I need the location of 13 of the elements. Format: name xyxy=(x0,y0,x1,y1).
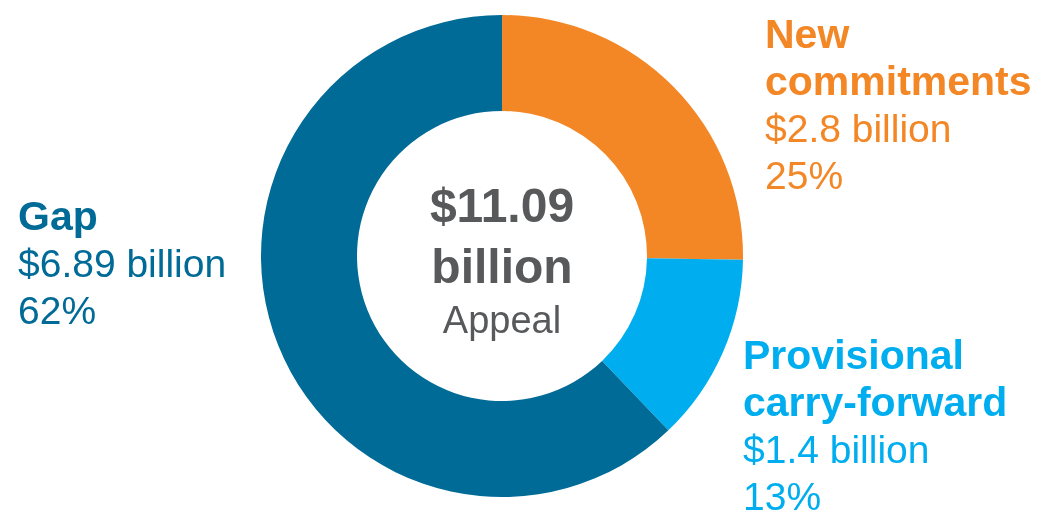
text: 13% xyxy=(743,475,822,515)
data-label: $6.89 billion xyxy=(18,242,227,285)
data-label: $2.8 billion xyxy=(765,107,952,150)
text: 25% xyxy=(765,154,844,197)
data-label: $1.4 billion xyxy=(743,428,930,471)
text: $11.09 billion xyxy=(429,179,575,293)
text: Appeal xyxy=(442,299,562,341)
text: 62% xyxy=(18,289,97,332)
donut-slice xyxy=(602,258,743,431)
slice-label: New commitments xyxy=(765,11,1032,104)
donut-slice xyxy=(261,15,669,497)
slice-label: Provisional carry-forward xyxy=(743,332,1008,425)
slice-label: Gap xyxy=(18,193,98,239)
